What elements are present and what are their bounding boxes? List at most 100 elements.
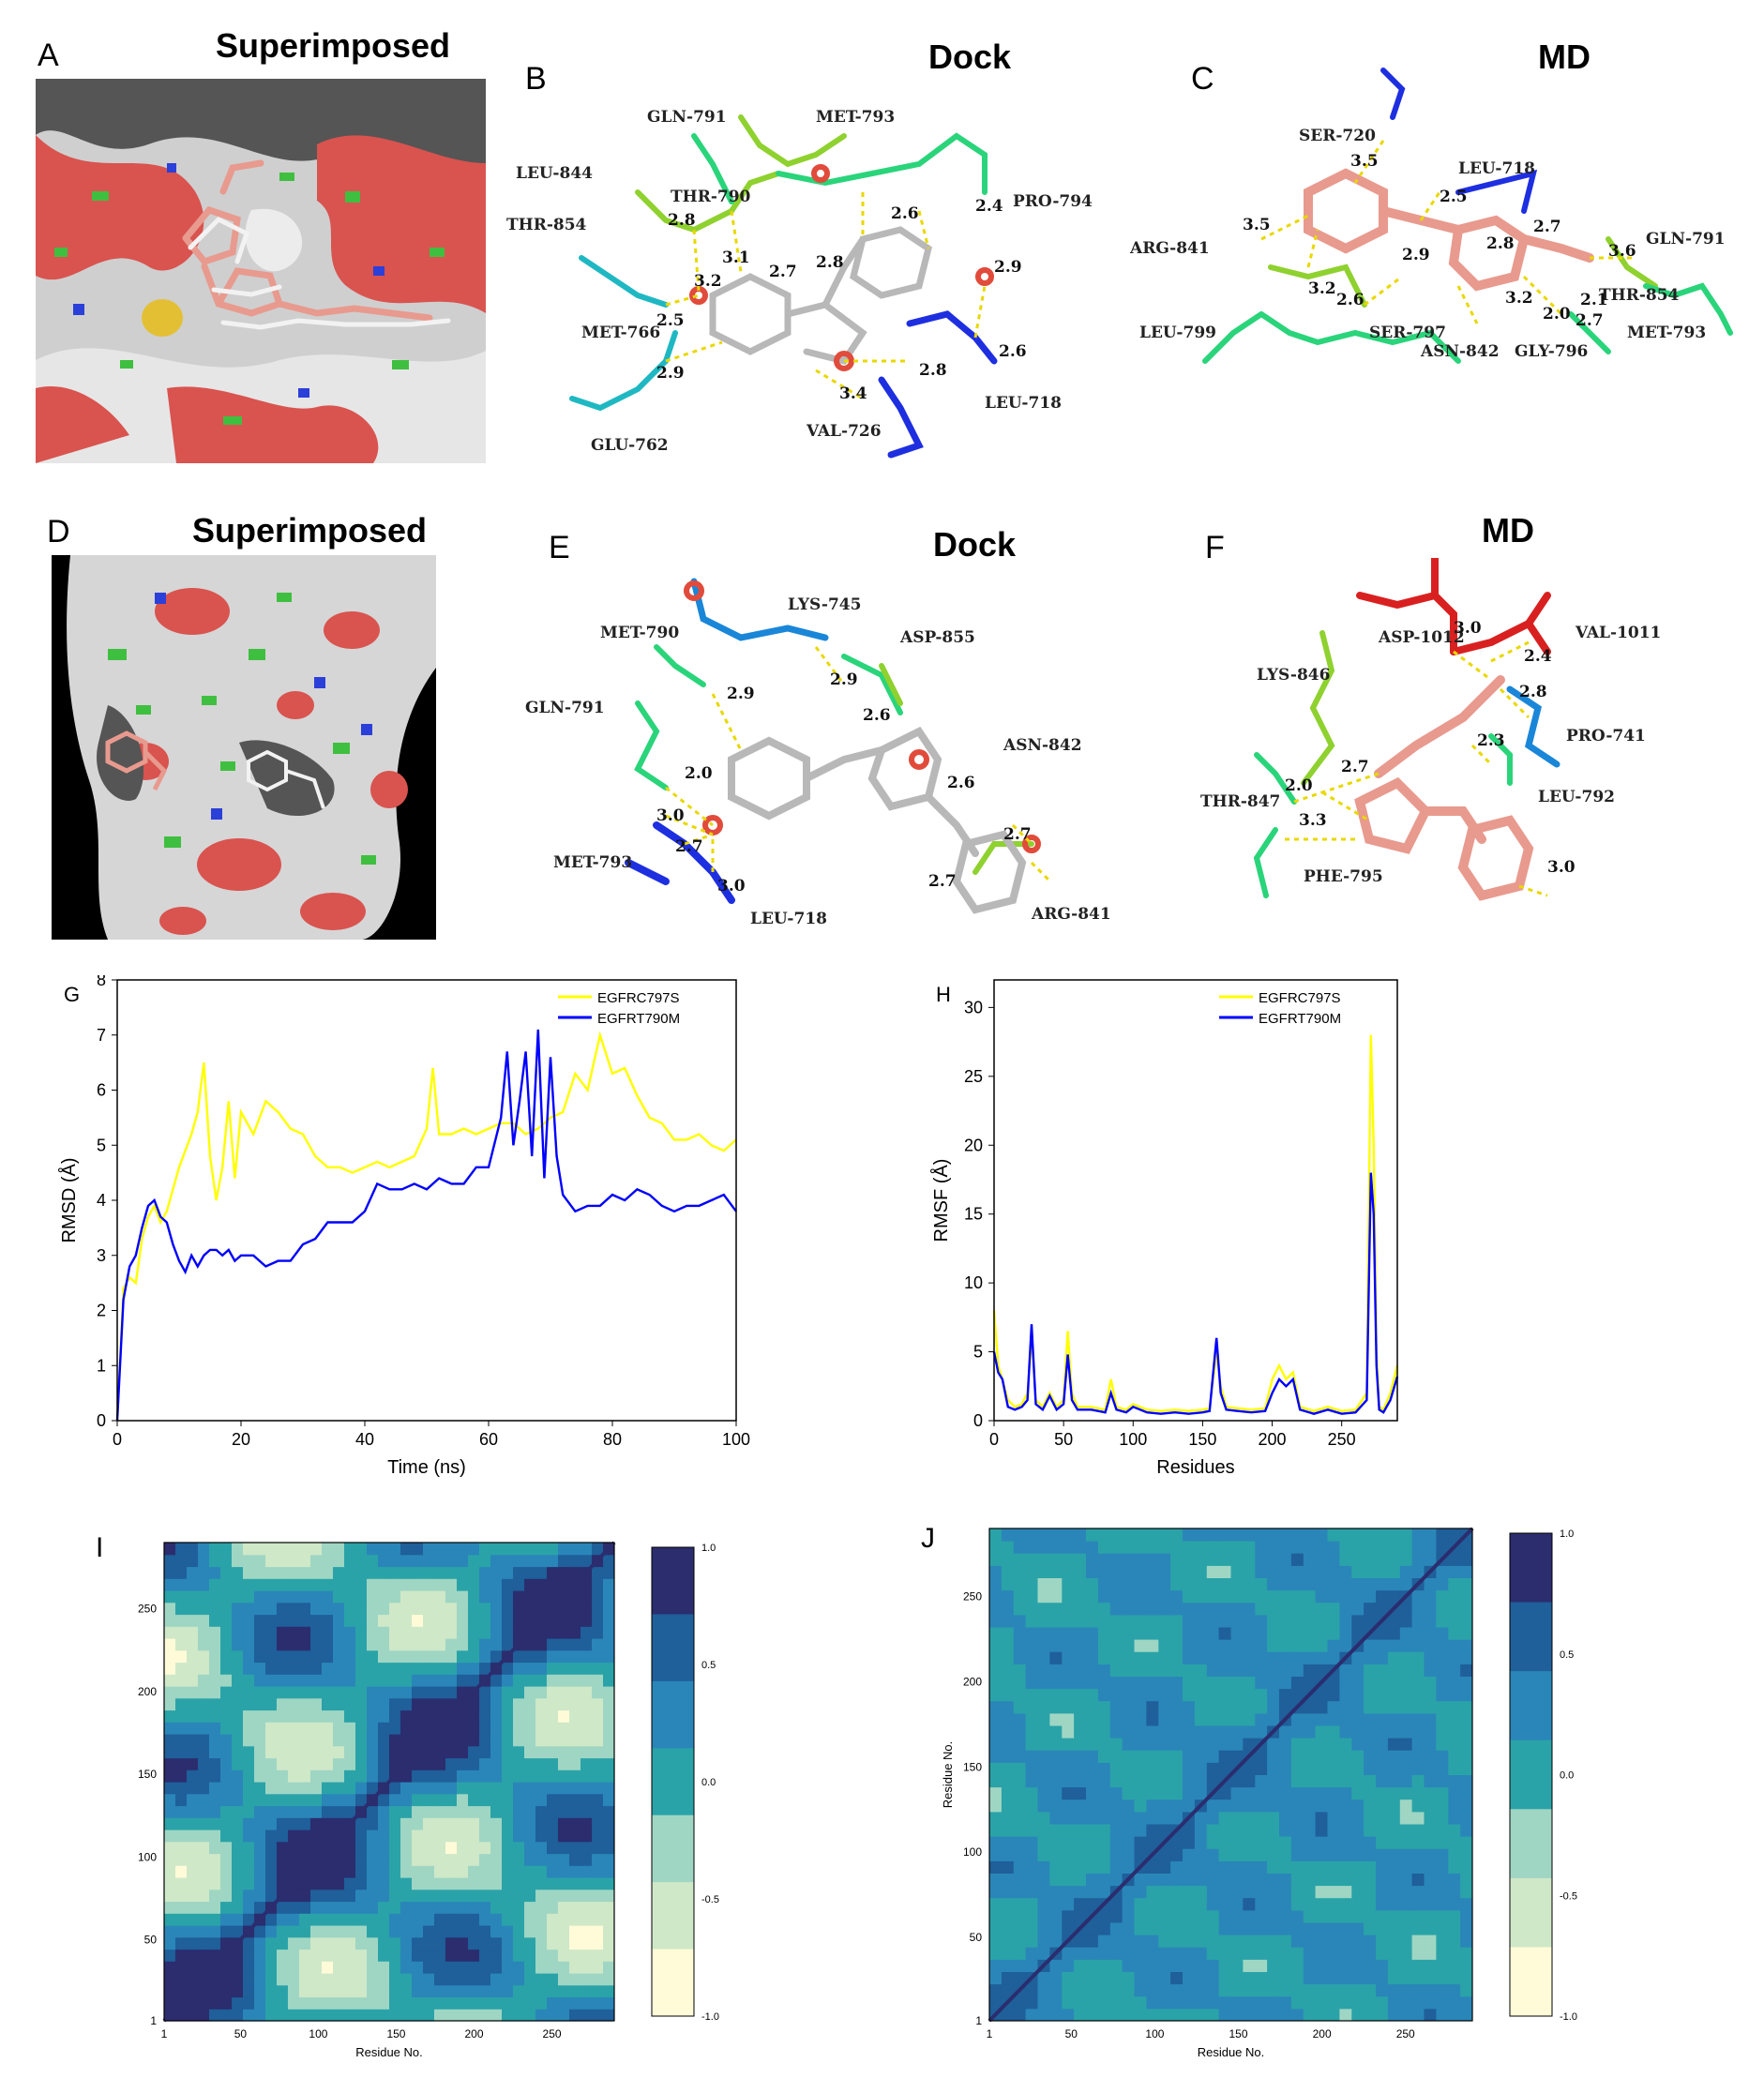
- heatmap-cell: [1230, 1959, 1244, 1972]
- heatmap-cell: [1399, 1959, 1413, 1972]
- heatmap-cell: [1327, 1873, 1340, 1887]
- heatmap-cell: [1097, 1922, 1111, 1935]
- heatmap-cell: [1339, 1860, 1352, 1874]
- heatmap-cell: [322, 1782, 334, 1795]
- heatmap-cell: [1025, 1528, 1038, 1542]
- heatmap-cell: [1097, 1553, 1111, 1566]
- heatmap-cell: [524, 1554, 536, 1568]
- heatmap-cell: [1170, 1577, 1184, 1591]
- heatmap-cell: [299, 1913, 311, 1926]
- heatmap-cell: [1411, 1700, 1425, 1714]
- heatmap-cell: [1339, 1873, 1352, 1887]
- heatmap-cell: [1424, 1824, 1437, 1837]
- heatmap-cell: [1206, 1762, 1220, 1775]
- heatmap-cell: [1206, 1909, 1220, 1923]
- heatmap-cell: [1013, 1799, 1027, 1813]
- heatmap-cell: [333, 1722, 345, 1735]
- heatmap-cell: [220, 1649, 233, 1664]
- heatmap-cell: [220, 1841, 233, 1855]
- heatmap-cell: [1448, 1725, 1461, 1739]
- panel-d-surface-image: [52, 555, 436, 940]
- heatmap-cell: [1460, 1688, 1473, 1702]
- heatmap-cell: [1243, 1565, 1256, 1578]
- heatmap-cell: [1001, 1738, 1015, 1751]
- heatmap-cell: [1303, 1885, 1317, 1899]
- heatmap-cell: [457, 1722, 469, 1735]
- heatmap-cell: [468, 2009, 480, 2022]
- heatmap-cell: [1387, 1700, 1401, 1714]
- heatmap-cell: [1013, 1565, 1027, 1578]
- heatmap-cell: [603, 1757, 615, 1770]
- heatmap-cell: [1376, 1688, 1389, 1702]
- heatmap-cell: [423, 1602, 435, 1616]
- heatmap-cell: [1194, 1589, 1208, 1604]
- heatmap-cell: [1109, 2008, 1123, 2022]
- heatmap-cell: [1279, 1786, 1292, 1800]
- heatmap-cell: [1049, 1959, 1063, 1972]
- heatmap-cell: [490, 1602, 503, 1616]
- heatmap-cell: [423, 1757, 435, 1770]
- heatmap-cell: [265, 2009, 278, 2022]
- heatmap-cell: [277, 1734, 289, 1747]
- heatmap-cell: [288, 1614, 300, 1627]
- heatmap-cell: [175, 1936, 188, 1950]
- heatmap-cell: [232, 1829, 244, 1843]
- heatmap-cell: [1387, 1762, 1401, 1775]
- heatmap-cell: [1122, 1971, 1135, 1985]
- heatmap-cell: [1315, 1983, 1328, 1997]
- heatmap-cell: [524, 1973, 536, 1986]
- heatmap-cell: [1194, 1577, 1208, 1591]
- heatmap-cell: [1146, 1959, 1159, 1972]
- heatmap-cell: [524, 1614, 536, 1627]
- heatmap-cell: [378, 1709, 390, 1723]
- heatmap-cell: [1267, 1860, 1280, 1874]
- heatmap-cell: [367, 2009, 379, 2022]
- heatmap-cell: [1364, 1676, 1377, 1690]
- heatmap-cell: [400, 1769, 413, 1783]
- heatmap-cell: [355, 1745, 368, 1759]
- heatmap-cell: [1097, 1947, 1111, 1960]
- heatmap-cell: [412, 1782, 424, 1795]
- heatmap-cell: [592, 1686, 604, 1699]
- heatmap-cell: [1387, 1664, 1401, 1677]
- heatmap-cell: [1146, 1700, 1159, 1714]
- heatmap-cell: [1364, 1836, 1377, 1849]
- heatmap-cell: [254, 1829, 266, 1843]
- heatmap-cell: [558, 1602, 570, 1616]
- heatmap-cell: [1303, 1799, 1317, 1813]
- heatmap-cell: [1460, 1995, 1473, 2010]
- heatmap-cell: [1013, 1577, 1027, 1591]
- heatmap-cell: [1074, 1602, 1087, 1616]
- heatmap-cell: [1086, 1627, 1099, 1640]
- heatmap-cell: [1436, 1983, 1449, 1997]
- heatmap-cell: [434, 1793, 446, 1807]
- heatmap-cell: [524, 1543, 536, 1556]
- heatmap-cell: [322, 1626, 334, 1639]
- heatmap-cell: [412, 1901, 424, 1914]
- heatmap-cell: [1327, 1774, 1340, 1788]
- heatmap-cell: [1037, 1873, 1050, 1887]
- heatmap-cell: [1364, 1553, 1377, 1566]
- residue-label: MET-793: [1627, 324, 1706, 342]
- heatmap-cell: [513, 1984, 525, 1998]
- heatmap-cell: [1279, 1762, 1292, 1775]
- heatmap-cell: [502, 1769, 514, 1783]
- heatmap-cell: [220, 1578, 233, 1591]
- heatmap-cell: [423, 1853, 435, 1866]
- heatmap-cell: [1411, 1897, 1425, 1911]
- heatmap-cell: [209, 1793, 221, 1807]
- heatmap-cell: [1279, 1995, 1292, 2010]
- heatmap-cell: [1399, 1688, 1413, 1702]
- diagonal: [988, 1527, 1474, 2023]
- heatmap-cell: [1049, 1983, 1063, 1997]
- heatmap-cell: [254, 1626, 266, 1639]
- heatmap-cell: [232, 1662, 244, 1675]
- heatmap-cell: [1364, 1750, 1377, 1763]
- heatmap-cell: [299, 1829, 311, 1843]
- heatmap-cell: [209, 1638, 221, 1651]
- heatmap-cell: [1436, 1860, 1449, 1874]
- heatmap-cell: [400, 1590, 413, 1604]
- panel-title-e: Dock: [933, 525, 1017, 564]
- heatmap-cell: [254, 1793, 266, 1807]
- heatmap-cell: [558, 1936, 570, 1950]
